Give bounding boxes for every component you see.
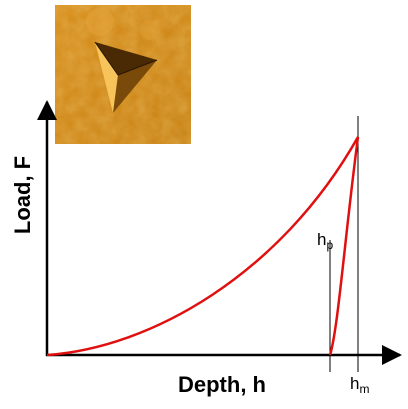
hm-sub: m bbox=[359, 382, 369, 396]
hm-label: hm bbox=[350, 374, 369, 396]
x-axis-label: Depth, h bbox=[178, 372, 266, 397]
indent-image bbox=[55, 5, 191, 144]
hm-main: h bbox=[350, 374, 359, 393]
loading-curve bbox=[46, 136, 360, 357]
unloading-curve bbox=[328, 136, 360, 356]
hp-label: hp bbox=[317, 230, 333, 252]
y-axis-label: Load, F bbox=[10, 156, 35, 234]
hp-sub: p bbox=[326, 238, 333, 252]
hp-main: h bbox=[317, 230, 326, 249]
